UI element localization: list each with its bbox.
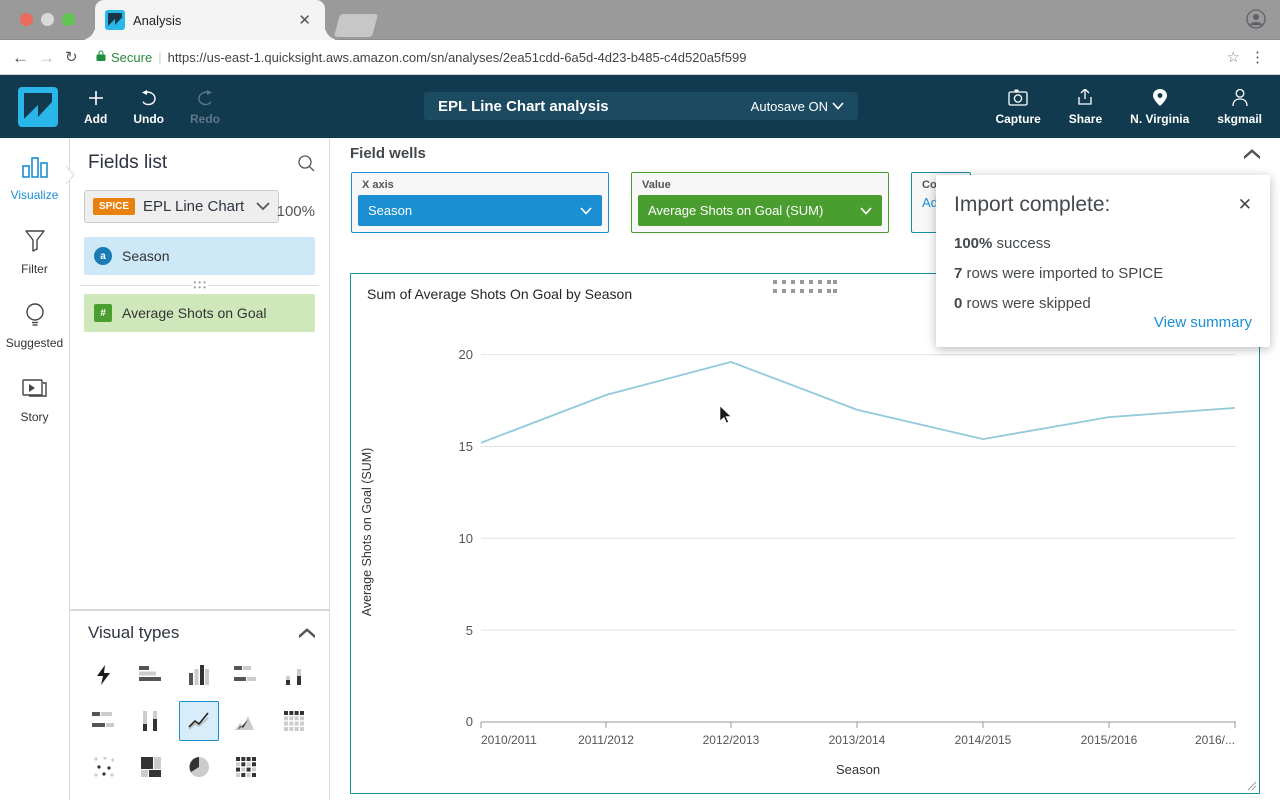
svg-text:20: 20	[459, 347, 473, 362]
svg-text:2011/2012: 2011/2012	[578, 733, 634, 747]
svg-text:2010/2011: 2010/2011	[481, 733, 537, 747]
svg-text:2016/...: 2016/...	[1195, 733, 1235, 747]
svg-text:10: 10	[459, 531, 473, 546]
svg-text:2013/2014: 2013/2014	[829, 733, 886, 747]
svg-text:2014/2015: 2014/2015	[955, 733, 1012, 747]
svg-text:0: 0	[466, 714, 473, 729]
svg-text:Season: Season	[836, 762, 880, 777]
svg-text:5: 5	[466, 623, 473, 638]
svg-text:2015/2016: 2015/2016	[1081, 733, 1138, 747]
svg-text:Average Shots on Goal (SUM): Average Shots on Goal (SUM)	[360, 448, 374, 617]
svg-text:2012/2013: 2012/2013	[703, 733, 760, 747]
svg-text:15: 15	[459, 439, 473, 454]
